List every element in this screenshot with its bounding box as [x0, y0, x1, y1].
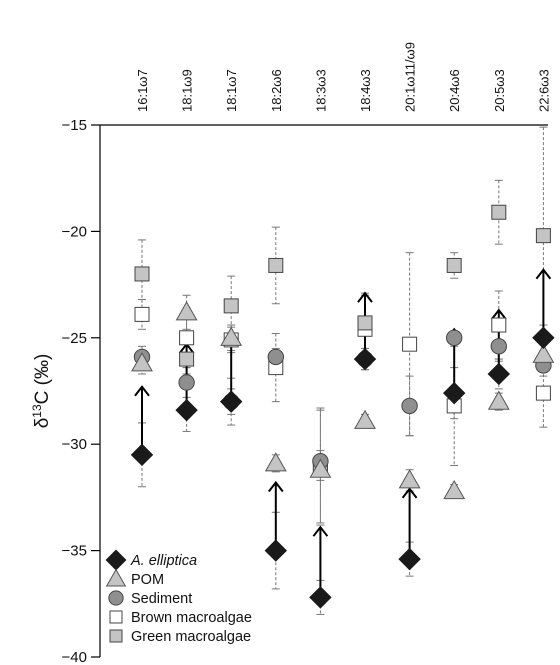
category-label: 22:6ω3 [536, 69, 551, 112]
shift-arrow [312, 525, 329, 598]
sediment-point [446, 329, 463, 346]
y-tick-label: −20 [62, 223, 87, 240]
green-macroalgae-point [446, 257, 462, 273]
error-bars [138, 126, 548, 615]
category-label: 20:5ω3 [492, 69, 507, 112]
green-macroalgae-point [223, 298, 239, 314]
pom-point [354, 409, 376, 429]
legend-marker [108, 590, 124, 606]
sediment-point [401, 397, 418, 415]
arrows [134, 268, 552, 598]
pom-point [264, 452, 287, 472]
y-axis-label-sup: 13 [30, 404, 44, 418]
y-axis-label-rest: C (‰) [32, 354, 53, 405]
a-elliptica-point [264, 539, 288, 562]
brown-macroalgae-point [134, 306, 150, 322]
green-macroalgae-point [268, 257, 284, 273]
category-labels: 16:1ω7 18:1ω9 18:1ω7 18:2ω6 18:3ω3 18:4ω3 20:1… [135, 42, 551, 112]
markers [130, 204, 555, 609]
brown-macroalgae-point [402, 336, 418, 352]
sediment-point [490, 338, 507, 355]
a-elliptica-point [175, 398, 198, 422]
green-macroalgae-point [491, 204, 507, 220]
a-elliptica-point [309, 586, 332, 609]
a-elliptica-point [130, 443, 154, 467]
pom-point [443, 479, 466, 500]
brown-macroalgae-point [535, 385, 551, 401]
category-label: 16:1ω7 [135, 69, 150, 112]
legend-label: A. elliptica [130, 553, 197, 569]
a-elliptica-point [532, 326, 555, 350]
pom-point [532, 343, 555, 363]
legend-item: Green macroalgae [109, 629, 251, 645]
category-label: 18:1ω7 [224, 69, 239, 112]
brown-macroalgae-point [179, 330, 195, 346]
category-label: 18:2ω6 [269, 69, 284, 112]
legend-label: POM [131, 572, 164, 588]
pom-point [175, 301, 198, 321]
pom-point [487, 390, 510, 410]
y-tick-label: −40 [62, 649, 87, 665]
pom-point [220, 326, 243, 346]
legend-item: POM [105, 568, 164, 588]
shift-arrow [134, 385, 150, 455]
legend-marker [105, 549, 127, 571]
pom-point [398, 469, 421, 489]
a-elliptica-point [487, 362, 511, 386]
green-macroalgae-point [134, 266, 150, 282]
legend-item: Sediment [108, 590, 192, 607]
y-tick-label: −30 [62, 436, 87, 453]
legend-label: Green macroalgae [131, 629, 251, 645]
category-label: 18:3ω3 [313, 69, 328, 112]
shift-arrow [401, 487, 418, 560]
y-tick-label: −15 [62, 117, 87, 134]
a-elliptica-point [219, 390, 243, 413]
legend-marker [105, 568, 127, 587]
legend-label: Brown macroalgae [131, 610, 252, 626]
pom-point [309, 458, 332, 478]
a-elliptica-point [398, 547, 421, 571]
legend-item: Brown macroalgae [109, 610, 252, 626]
y-tick-label: −25 [62, 330, 87, 347]
y-ticks: −15 −20 −25 −30 −35 −40 [62, 117, 100, 665]
category-label: 18:1ω9 [180, 69, 195, 112]
a-elliptica-point [353, 347, 377, 371]
green-macroalgae-point [357, 315, 373, 331]
legend-marker [109, 610, 123, 624]
a-elliptica-point [442, 381, 466, 405]
legend-item: A. elliptica [105, 549, 197, 571]
category-label: 18:4ω3 [358, 69, 373, 112]
sediment-point [267, 348, 284, 366]
green-macroalgae-point [535, 228, 551, 244]
green-macroalgae-point [179, 351, 195, 367]
y-tick-label: −35 [62, 543, 87, 560]
shift-arrow [268, 480, 284, 551]
legend-label: Sediment [131, 591, 192, 607]
y-axis-label-base: δ [32, 418, 53, 429]
sediment-point [178, 374, 195, 391]
category-label: 20:4ω6 [447, 69, 462, 112]
brown-macroalgae-point [491, 317, 507, 333]
shift-arrow [535, 268, 552, 338]
legend: A. elliptica POM Sediment Brown macroalgae G… [105, 549, 252, 645]
pom-point [131, 352, 153, 372]
legend-marker [109, 629, 123, 643]
y-axis-label: δ13C (‰) [30, 354, 53, 429]
category-label: 20:1ω11/ω9 [403, 42, 418, 112]
